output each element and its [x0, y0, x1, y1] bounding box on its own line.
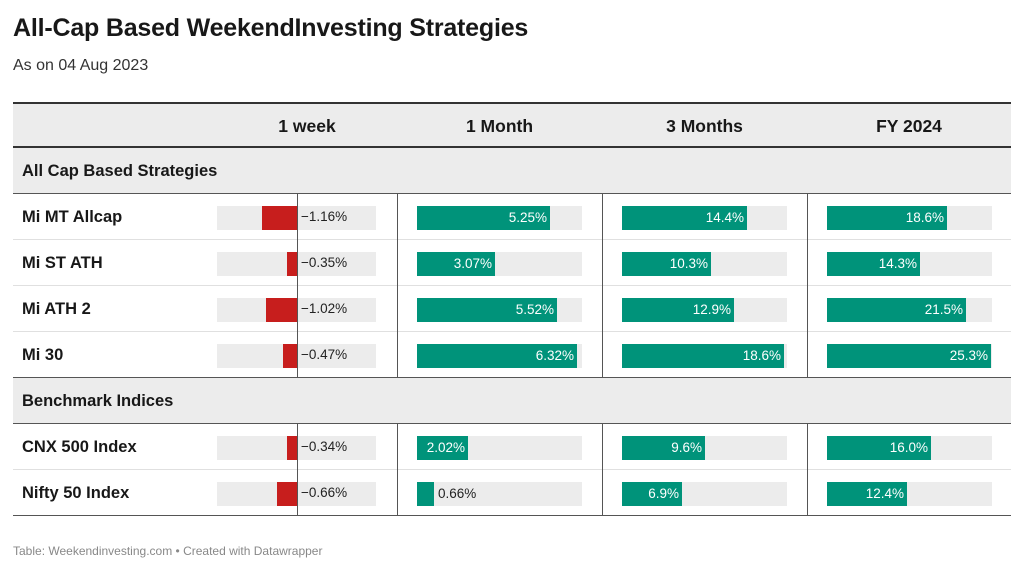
bar-background [417, 482, 582, 506]
value-label: 5.52% [515, 302, 554, 317]
column-separator [602, 286, 603, 332]
column-separator [602, 332, 603, 378]
bar-fy-2024 [827, 252, 920, 276]
bar-3-months [622, 344, 784, 368]
value-label: 2.02% [426, 440, 465, 455]
column-separator [807, 240, 808, 286]
row-name: Mi MT Allcap [22, 208, 123, 226]
column-header-fy-2024[interactable]: FY 2024 [876, 116, 942, 136]
column-separator [602, 470, 603, 516]
column-separator [397, 424, 398, 470]
bar-1-week [286, 252, 297, 276]
zero-axis [297, 286, 298, 332]
performance-table: 1 week 1 Month 3 Months FY 2024 All Cap … [13, 102, 1011, 516]
bar-3-months [622, 482, 682, 506]
source-footer: Table: Weekendinvesting.com • Created wi… [13, 544, 323, 558]
table-row: Mi MT Allcap −1.16% 5.25% 14.4% 18.6% [13, 194, 1011, 240]
bar-1-week [282, 344, 297, 368]
value-label: 0.66% [438, 486, 477, 501]
bar-fy-2024 [827, 206, 947, 230]
bar-1-month [417, 298, 557, 322]
value-label-1-week: −0.66% [301, 485, 348, 500]
bar-fy-2024 [827, 482, 907, 506]
group-header: Benchmark Indices [13, 378, 1011, 424]
bar-1-week [286, 436, 297, 460]
zero-axis [297, 424, 298, 470]
bar-1-month [417, 482, 434, 506]
column-separator [807, 286, 808, 332]
bar-1-month [417, 252, 495, 276]
bar-1-week [266, 298, 297, 322]
table-header: 1 week 1 Month 3 Months FY 2024 [13, 102, 1011, 148]
value-label: 6.32% [535, 348, 574, 363]
bar-3-months [622, 436, 705, 460]
column-separator [807, 470, 808, 516]
bar-1-week [262, 206, 297, 230]
bar-fy-2024 [827, 436, 931, 460]
column-separator [397, 194, 398, 240]
column-header-1-week[interactable]: 1 week [278, 116, 336, 136]
row-name: Mi 30 [22, 346, 64, 364]
column-separator [807, 332, 808, 378]
bar-3-months [622, 298, 734, 322]
table-row: Mi ATH 2 −1.02% 5.52% 12.9% 21.5% [13, 286, 1011, 332]
table-body: All Cap Based Strategies Mi MT Allcap −1.1… [13, 148, 1011, 516]
bar-3-months [622, 252, 711, 276]
table-row: Nifty 50 Index −0.66% 0.66% 6.9% 12.4% [13, 470, 1011, 516]
bar-1-week [277, 482, 297, 506]
value-label-1-week: −0.34% [301, 439, 348, 454]
value-label-1-week: −1.02% [301, 301, 348, 316]
value-label: 3.07% [453, 256, 492, 271]
value-label: 25.3% [949, 348, 988, 363]
value-label-1-week: −0.47% [301, 347, 348, 362]
value-label: 6.9% [648, 486, 679, 501]
column-separator [397, 286, 398, 332]
value-label: 21.5% [924, 302, 963, 317]
column-separator [602, 194, 603, 240]
column-header-3-months[interactable]: 3 Months [666, 116, 743, 136]
row-name: Nifty 50 Index [22, 484, 130, 502]
bar-fy-2024 [827, 344, 991, 368]
zero-axis [297, 194, 298, 240]
table-row: Mi 30 −0.47% 6.32% 18.6% 25.3% [13, 332, 1011, 378]
value-label: 12.9% [692, 302, 731, 317]
bar-1-month [417, 344, 577, 368]
column-separator [397, 240, 398, 286]
zero-axis [297, 240, 298, 286]
value-label: 16.0% [889, 440, 928, 455]
bar-1-month [417, 206, 550, 230]
table-row: CNX 500 Index −0.34% 2.02% 9.6% 16.0% [13, 424, 1011, 470]
bar-1-month [417, 436, 468, 460]
value-label: 18.6% [905, 210, 944, 225]
value-label: 12.4% [865, 486, 904, 501]
bar-fy-2024 [827, 298, 966, 322]
column-separator [397, 470, 398, 516]
column-separator [807, 424, 808, 470]
column-separator [397, 332, 398, 378]
row-name: CNX 500 Index [22, 438, 137, 456]
column-header-1-month[interactable]: 1 Month [465, 116, 534, 136]
value-label: 18.6% [742, 348, 781, 363]
value-label: 10.3% [669, 256, 708, 271]
value-label-1-week: −1.16% [301, 209, 348, 224]
column-separator [602, 424, 603, 470]
zero-axis [297, 332, 298, 378]
column-separator [602, 240, 603, 286]
value-label-1-week: −0.35% [301, 255, 348, 270]
value-label: 14.3% [878, 256, 917, 271]
group-header: All Cap Based Strategies [13, 148, 1011, 194]
table-row: Mi ST ATH −0.35% 3.07% 10.3% 14.3% [13, 240, 1011, 286]
value-label: 14.4% [705, 210, 744, 225]
row-name: Mi ST ATH [22, 254, 103, 272]
chart-subtitle: As on 04 Aug 2023 [13, 57, 149, 74]
bar-3-months [622, 206, 747, 230]
zero-axis [297, 470, 298, 516]
column-separator [807, 194, 808, 240]
row-name: Mi ATH 2 [22, 300, 91, 318]
value-label: 9.6% [671, 440, 702, 455]
chart-title: All-Cap Based WeekendInvesting Strategie… [13, 14, 529, 42]
value-label: 5.25% [508, 210, 547, 225]
